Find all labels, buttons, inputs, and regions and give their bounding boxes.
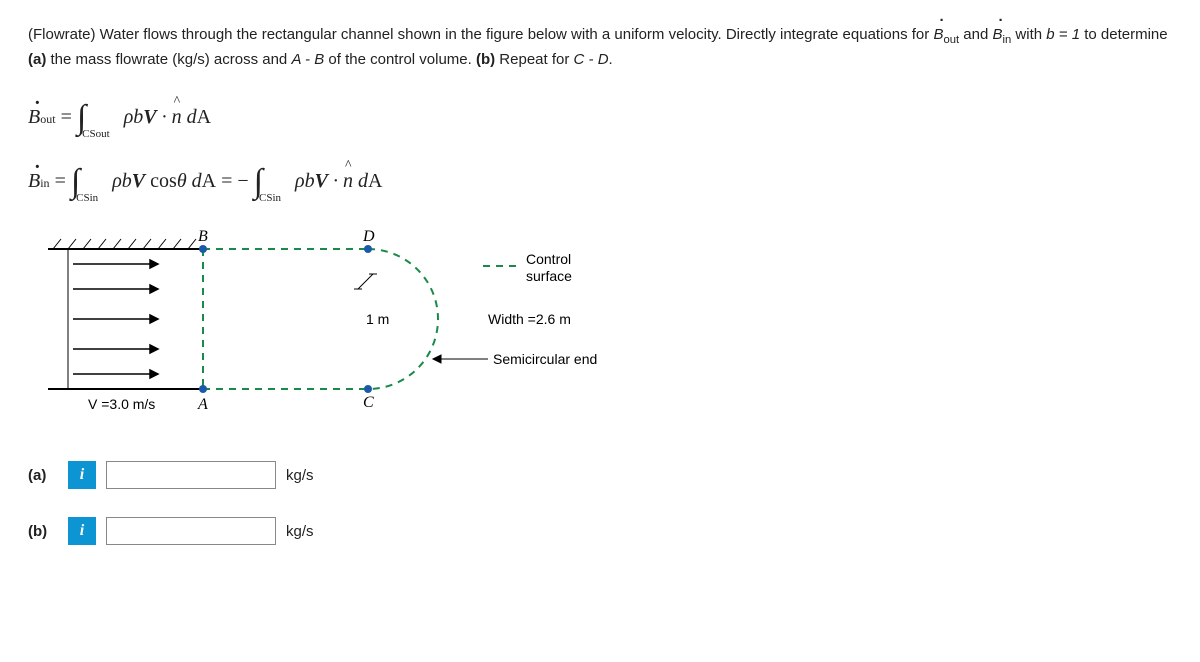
problem-text-part: with (1011, 26, 1046, 43)
problem-text-part: and (959, 26, 992, 43)
height-label-text: 1 m (366, 311, 389, 327)
velocity-arrows (73, 260, 158, 378)
cd-italic: C - D (574, 51, 609, 68)
eq1-int-sub: CSout (82, 128, 110, 140)
channel-figure: B D A C 1 m V =3.0 m/s Control surface W… (28, 229, 1172, 429)
eq2-integrand-1: ρbV cosθ dA (112, 170, 216, 192)
answer-b-unit: kg/s (286, 523, 314, 540)
answer-row-b: (b) i kg/s (28, 517, 1172, 545)
control-surface-label-2: surface (526, 268, 572, 284)
b-in-sub: in (1002, 34, 1011, 46)
answer-b-input[interactable] (106, 517, 276, 545)
problem-statement: (Flowrate) Water flows through the recta… (28, 24, 1172, 71)
semicircle-label-text: Semicircular end (493, 351, 597, 367)
info-icon[interactable]: i (68, 461, 96, 489)
part-a-label: (a) (28, 467, 58, 484)
eq1-integrand: ρbV · n dA (124, 106, 211, 128)
point-d (364, 245, 372, 253)
ab-italic: A - B (291, 51, 324, 68)
control-surface-label-1: Control (526, 251, 571, 267)
eq2-equals: = (55, 170, 71, 192)
label-c: C (363, 394, 374, 411)
eq1-sub: out (40, 112, 55, 126)
problem-text-part: . (609, 51, 613, 68)
eq2-int-sub: CSin (76, 192, 98, 204)
answer-row-a: (a) i kg/s (28, 461, 1172, 489)
problem-text-part: the mass flowrate (kg/s) across and (46, 51, 291, 68)
eq2-B: B (28, 170, 40, 193)
part-b-label: (b) (28, 523, 58, 540)
label-a: A (197, 396, 208, 413)
label-b: B (198, 229, 208, 245)
info-icon[interactable]: i (68, 517, 96, 545)
eq2-int-sub-2: CSin (259, 192, 281, 204)
eq2-sub: in (40, 176, 49, 190)
point-b (199, 245, 207, 253)
part-a-label-inline: (a) (28, 51, 46, 68)
point-c (364, 385, 372, 393)
part-b-label-inline: (b) (476, 51, 495, 68)
label-d: D (362, 229, 375, 245)
control-surface (203, 249, 438, 389)
eq1-equals: = (61, 106, 77, 128)
eq2-integrand-2: ρbV · n dA (295, 170, 382, 192)
b-out-sub: out (943, 34, 959, 46)
semicircle-arrow (433, 355, 488, 363)
b-equals-one: b = 1 (1046, 26, 1080, 43)
equation-bout: Bout = ∫CSout ρbV · n dA (28, 99, 1172, 137)
hatching-top (53, 239, 196, 249)
b-out-symbol: B (933, 24, 943, 47)
answer-a-input[interactable] (106, 461, 276, 489)
b-in-symbol: B (992, 24, 1002, 47)
width-label-text: Width =2.6 m (488, 311, 571, 327)
problem-text-part: (Flowrate) Water flows through the recta… (28, 26, 933, 43)
point-a (199, 385, 207, 393)
eq2-equals-2: = − (221, 170, 254, 192)
problem-text-part: of the control volume. (324, 51, 476, 68)
height-dimension (354, 274, 377, 289)
figure-svg: B D A C 1 m V =3.0 m/s Control surface W… (28, 229, 668, 429)
equation-bin: Bin = ∫CSin ρbV cosθ dA = − ∫CSin ρbV · … (28, 163, 1172, 201)
problem-text-part: Repeat for (495, 51, 573, 68)
eq1-B: B (28, 106, 40, 129)
answer-a-unit: kg/s (286, 467, 314, 484)
problem-text-part: to determine (1080, 26, 1168, 43)
velocity-label-text: V =3.0 m/s (88, 396, 155, 412)
